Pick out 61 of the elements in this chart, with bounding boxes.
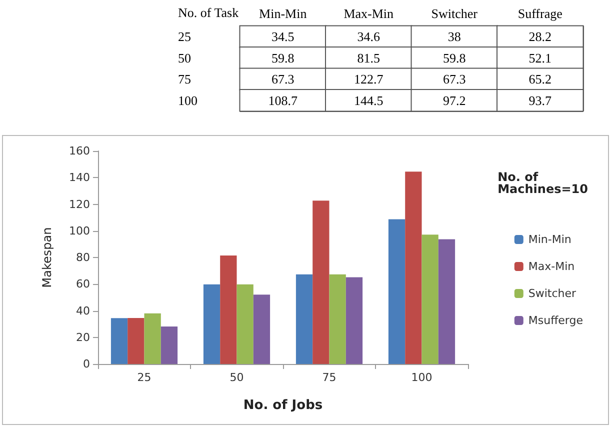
y-tick-label: 75 [178,72,191,87]
legend-label: Switcher [528,287,577,300]
x-tick-label: Switcher [431,6,478,21]
bar [128,318,144,364]
data-label: 34.5 [272,29,294,44]
legend-label: Min-Min [528,233,572,246]
y-tick-label: 120 [69,198,90,211]
bar [405,172,422,364]
data-label: 97.2 [443,92,466,108]
bar [388,219,406,364]
x-tick-label: 50 [230,371,244,384]
bar [253,294,270,364]
x-axis-title: No. of Jobs [243,398,323,413]
bar [110,318,128,364]
bar [346,277,363,364]
x-tick-label: Min-Min [259,6,308,21]
y-tick-label: 60 [76,278,90,291]
y-tick-label: 100 [69,224,90,238]
data-label: 122.7 [354,72,384,87]
y-axis-title: Makespan [40,227,54,288]
data-label: 108.7 [268,92,298,108]
bar [144,313,161,364]
bar [422,234,438,364]
y-tick-label: 25 [178,29,191,44]
bar [296,274,313,364]
x-tick-label: 25 [137,371,152,384]
data-label: 93.7 [528,92,552,108]
data-label: 52.1 [528,50,552,66]
y-tick-label: 80 [76,251,90,264]
bar [203,284,220,364]
legend-label: Msufferge [528,314,584,327]
data-label: 67.3 [272,72,294,87]
y-axis-title: No. of Task [178,5,240,20]
x-tick-label: Suffrage [518,6,563,21]
data-label: 59.8 [443,50,466,66]
data-label: 59.8 [272,50,294,66]
bar [438,239,456,364]
data-label: 65.2 [528,72,552,87]
bar [312,200,330,364]
legend-label: Max-Min [528,260,575,273]
data-label: 67.3 [443,72,466,87]
y-tick-label: 100 [178,92,198,108]
data-label: 81.5 [357,50,380,66]
data-label: 38 [448,29,461,44]
data-label: 28.2 [528,29,552,44]
y-tick-label: 40 [76,304,90,318]
data-label: 144.5 [354,92,384,108]
y-tick-label: 160 [69,144,90,158]
bar [160,326,178,364]
y-tick-label: 50 [178,50,191,66]
x-tick-label: Max-Min [344,6,394,21]
data-label: 34.6 [357,29,380,44]
y-tick-label: 140 [69,171,90,184]
bar [236,284,254,364]
x-tick-label: 100 [411,371,432,384]
text: No. of Machines=10 [498,170,588,196]
y-tick-label: 0 [83,358,90,370]
bar [329,274,346,364]
bar [220,256,237,364]
x-tick-label: 75 [322,371,336,384]
y-tick-label: 20 [76,330,90,344]
